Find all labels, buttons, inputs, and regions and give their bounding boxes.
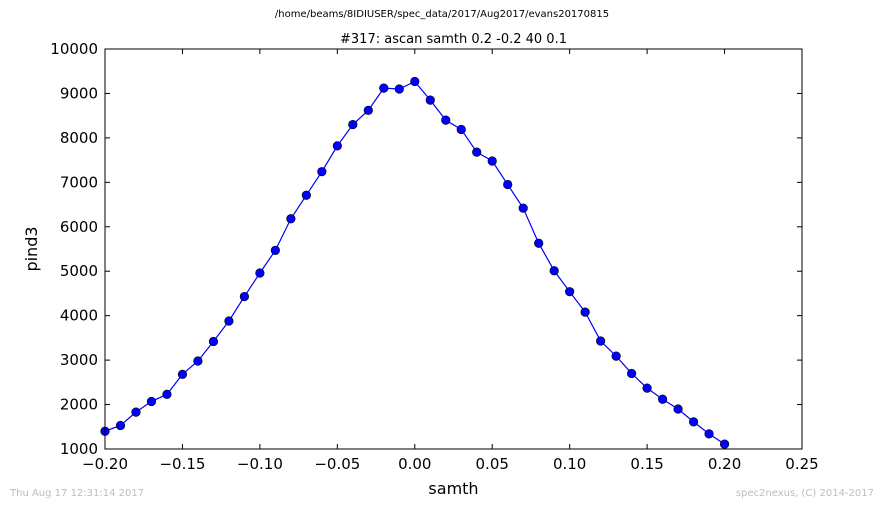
- plot-area-frame: [104, 48, 803, 450]
- data-point: [472, 147, 482, 157]
- data-point: [425, 95, 435, 105]
- y-tick-label: 7000: [60, 173, 98, 191]
- data-point: [657, 394, 668, 404]
- data-point: [115, 420, 126, 431]
- figure-suptitle: /home/beams/8IDIUSER/spec_data/2017/Aug2…: [274, 9, 610, 20]
- data-point: [503, 179, 513, 190]
- data-point: [534, 238, 544, 248]
- data-point: [611, 351, 621, 361]
- data-point: [549, 266, 559, 276]
- data-point: [627, 368, 637, 379]
- data-point: [596, 336, 606, 346]
- x-tick-label: 0.25: [785, 455, 818, 473]
- x-tick-label: 0.15: [630, 455, 663, 473]
- data-point: [239, 291, 249, 302]
- chart-title: #317: ascan samth 0.2 -0.2 40 0.1: [340, 32, 567, 47]
- data-point: [332, 141, 342, 151]
- data-point: [317, 167, 327, 177]
- data-point: [704, 429, 714, 439]
- x-axis-label: samth: [428, 479, 478, 498]
- data-point: [565, 287, 575, 297]
- axis-ticks: −0.20 −0.15 −0.10 −0.05 0.00 0.05 0.10 0.15 0.20…: [50, 40, 818, 473]
- y-tick-label: 9000: [60, 84, 98, 102]
- data-point: [301, 190, 311, 200]
- data-point: [131, 407, 141, 417]
- data-point: [255, 268, 265, 278]
- data-point: [348, 119, 358, 130]
- y-tick-label: 8000: [60, 129, 98, 147]
- x-tick-label: 0.10: [553, 455, 586, 473]
- y-tick-label: 10000: [50, 40, 98, 58]
- data-point: [673, 404, 683, 414]
- data-point: [270, 245, 280, 255]
- x-tick-label: 0.20: [708, 455, 741, 473]
- x-tick-label: −0.20: [82, 455, 128, 473]
- data-point: [642, 383, 652, 393]
- y-tick-label: 5000: [60, 262, 98, 280]
- timestamp-footer: Thu Aug 17 12:31:14 2017: [10, 488, 145, 499]
- data-point: [286, 214, 296, 224]
- data-point: [456, 124, 466, 135]
- data-point: [224, 316, 234, 326]
- data-point: [441, 115, 451, 125]
- data-point: [379, 83, 389, 93]
- y-tick-label: 2000: [60, 396, 98, 414]
- y-tick-label: 6000: [60, 218, 98, 236]
- y-tick-label: 1000: [60, 440, 98, 458]
- data-point: [518, 203, 528, 213]
- data-point: [177, 369, 188, 379]
- series-markers: [100, 76, 730, 449]
- data-point: [146, 396, 157, 407]
- x-tick-label: 0.05: [476, 455, 509, 473]
- x-tick-label: −0.10: [237, 455, 283, 473]
- y-tick-label: 4000: [60, 307, 98, 325]
- x-tick-label: −0.05: [314, 455, 360, 473]
- series-line-group: [104, 80, 725, 445]
- data-point: [410, 76, 420, 87]
- series-line: [104, 80, 725, 445]
- data-point: [193, 356, 203, 366]
- data-point: [394, 84, 404, 94]
- data-point: [363, 105, 373, 115]
- data-point: [719, 439, 730, 449]
- data-point: [580, 307, 590, 317]
- y-tick-label: 3000: [60, 351, 98, 369]
- data-point: [688, 417, 699, 427]
- x-tick-label: 0.00: [398, 455, 431, 473]
- data-point: [487, 156, 497, 166]
- data-point: [162, 389, 172, 399]
- x-tick-label: −0.15: [159, 455, 205, 473]
- data-point: [208, 336, 219, 347]
- copyright-footer: spec2nexus, (C) 2014-2017: [735, 488, 874, 499]
- y-axis-label: pind3: [22, 226, 41, 271]
